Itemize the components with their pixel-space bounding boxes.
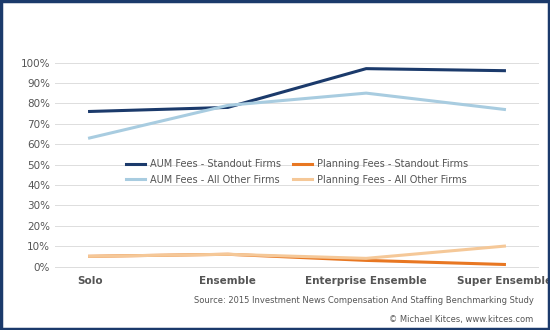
Text: Source: 2015 Investment News Compensation And Staffing Benchmarking Study: Source: 2015 Investment News Compensatio…	[194, 296, 534, 305]
Text: AUM FEES VS PLANNING FEES BY SIZE OF FIRM (INVESTMENT NEWS DATA): AUM FEES VS PLANNING FEES BY SIZE OF FIR…	[48, 16, 502, 26]
Text: © Michael Kitces, www.kitces.com: © Michael Kitces, www.kitces.com	[389, 315, 534, 324]
Legend: AUM Fees - Standout Firms, AUM Fees - All Other Firms, Planning Fees - Standout : AUM Fees - Standout Firms, AUM Fees - Al…	[122, 155, 472, 188]
